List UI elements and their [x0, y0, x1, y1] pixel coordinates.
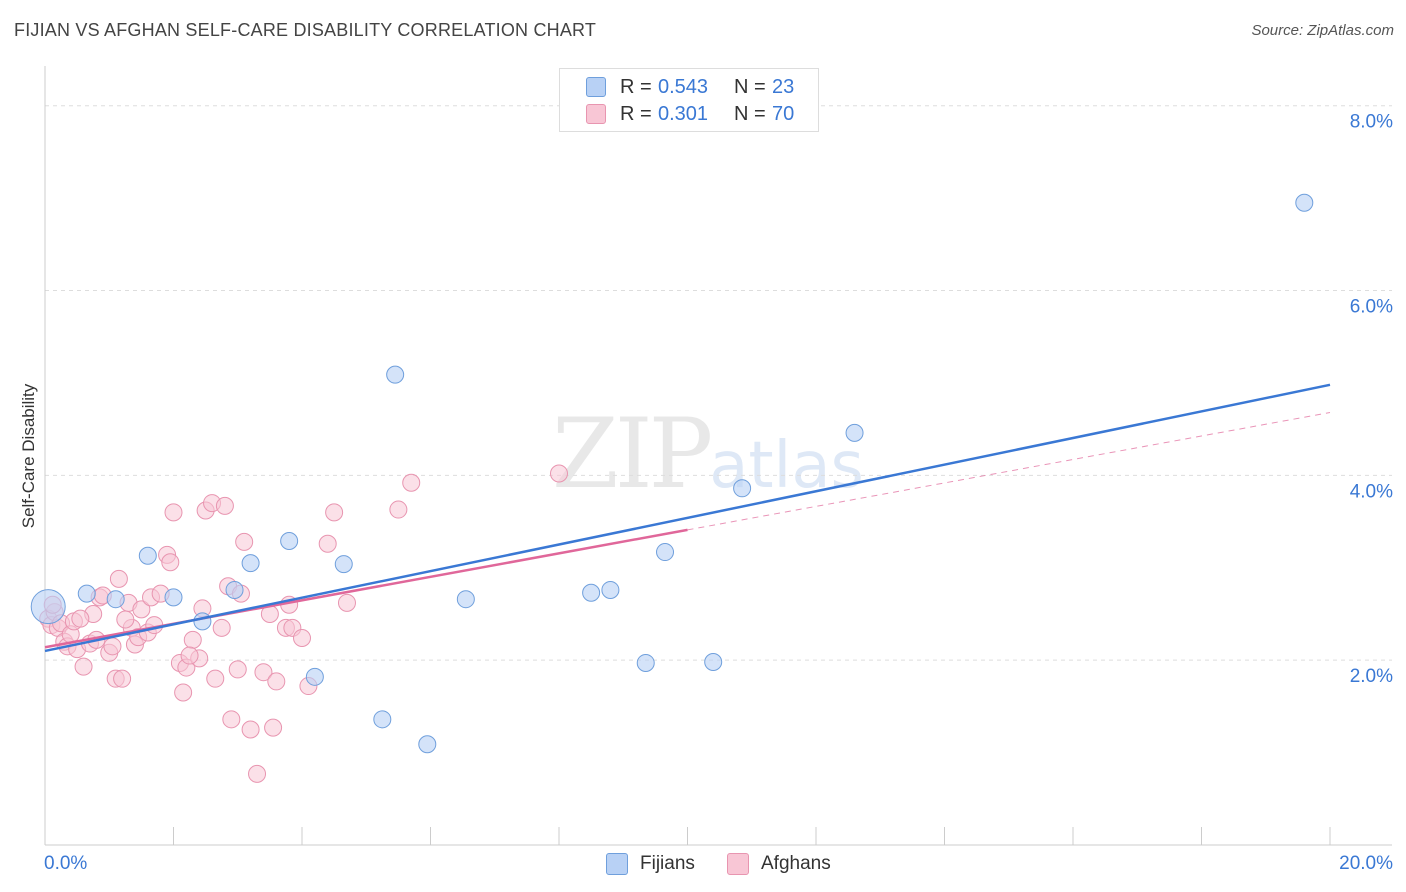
- watermark: ZIPatlas: [552, 398, 864, 510]
- afghans-trend-extension: [687, 412, 1331, 531]
- fijians-point: [418, 735, 437, 754]
- chart-title: FIJIAN VS AFGHAN SELF-CARE DISABILITY CO…: [14, 20, 597, 40]
- bottom-afghans-label: Afghans: [761, 853, 831, 874]
- trend-lines: [44, 383, 1331, 653]
- afghans-point: [293, 629, 311, 648]
- fijians-point: [845, 423, 864, 442]
- afghans-points: [39, 464, 568, 783]
- afghans-point: [212, 618, 231, 637]
- y-tick-label: 4.0%: [1350, 481, 1393, 502]
- y-tick-label: 8.0%: [1350, 112, 1393, 133]
- x-tick-label-min: 0.0%: [44, 853, 87, 874]
- afghans-point: [254, 663, 273, 682]
- afghans-point: [161, 553, 180, 572]
- afghans-point: [180, 646, 199, 665]
- fijians-r-value: 0.543: [658, 75, 709, 98]
- fijians-point: [193, 612, 212, 631]
- afghans-point: [248, 764, 267, 783]
- afghans-point: [222, 710, 241, 729]
- bottom-afghans-swatch: [727, 853, 749, 875]
- afghans-r-label: R =: [620, 102, 652, 125]
- afghans-swatch: [586, 104, 606, 124]
- y-tick-label: 2.0%: [1350, 666, 1393, 687]
- bottom-legend-afghans: Afghans: [727, 851, 831, 877]
- afghans-point: [215, 496, 234, 515]
- fijians-points: [30, 193, 1314, 754]
- fijians-trend-line: [44, 383, 1331, 653]
- afghans-r-value: 0.301: [658, 102, 709, 125]
- afghans-point: [116, 610, 135, 629]
- afghans-point: [109, 569, 128, 588]
- fijians-point: [1295, 193, 1314, 212]
- fijians-point: [164, 588, 183, 607]
- afghans-point: [389, 500, 408, 519]
- correlation-legend: R = 0.543 N = 23 R = 0.301 N = 70: [559, 68, 819, 132]
- fijians-point: [334, 555, 353, 574]
- fijians-point: [656, 543, 675, 562]
- fijians-point: [636, 653, 655, 672]
- fijians-point: [601, 580, 620, 599]
- fijians-r-label: R =: [620, 75, 652, 98]
- fijians-point: [106, 590, 125, 609]
- afghans-n-value: 70: [772, 102, 795, 125]
- fijians-n-label: N =: [734, 75, 766, 98]
- axis-labels: 2.0% 4.0% 6.0% 8.0% 0.0% 20.0% Self-Care Disab…: [19, 112, 1393, 874]
- afghans-point: [318, 534, 337, 553]
- bottom-fijians-label: Fijians: [640, 853, 695, 874]
- fijians-point: [138, 546, 157, 565]
- afghans-point: [402, 473, 421, 492]
- afghans-point: [113, 669, 132, 688]
- afghans-point: [132, 600, 151, 619]
- afghans-point: [325, 503, 344, 522]
- afghans-point: [174, 683, 193, 702]
- afghans-point: [235, 532, 254, 551]
- fijians-point: [305, 667, 324, 686]
- afghans-point: [74, 657, 93, 676]
- fijians-point: [582, 583, 601, 602]
- fijians-point: [704, 653, 723, 672]
- fijians-point: [241, 554, 260, 573]
- afghans-point: [337, 593, 356, 612]
- x-tick-label-max: 20.0%: [1339, 853, 1393, 874]
- afghans-point: [103, 637, 122, 656]
- afghans-point: [241, 720, 260, 739]
- afghans-point: [206, 669, 225, 688]
- y-axis-label: Self-Care Disability: [19, 383, 38, 528]
- fijians-point: [373, 710, 392, 729]
- afghans-point: [228, 660, 247, 679]
- fijians-swatch: [586, 77, 606, 97]
- bottom-legend-fijians: Fijians: [606, 851, 695, 877]
- source-attribution: Source: ZipAtlas.com: [1251, 22, 1394, 39]
- afghans-n-label: N =: [734, 102, 766, 125]
- grid-lines: [45, 105, 1392, 661]
- afghans-point: [264, 718, 283, 737]
- fijians-point-large: [30, 589, 66, 625]
- afghans-point: [550, 464, 568, 483]
- fijians-point: [225, 580, 244, 599]
- fijians-n-value: 23: [772, 75, 795, 98]
- legend-row-fijians: R = 0.543 N = 23: [586, 75, 848, 99]
- fijians-point: [77, 584, 96, 603]
- watermark-zip: ZIP: [552, 398, 713, 510]
- y-tick-label: 6.0%: [1350, 297, 1393, 318]
- afghans-point: [183, 630, 202, 649]
- bottom-fijians-swatch: [606, 853, 628, 875]
- axes: [44, 66, 1392, 846]
- fijians-point: [456, 590, 475, 609]
- fijians-point: [280, 531, 299, 550]
- afghans-point: [164, 503, 183, 522]
- fijians-point: [733, 479, 752, 498]
- fijians-point: [386, 365, 405, 384]
- legend-row-afghans: R = 0.301 N = 70: [586, 102, 848, 126]
- afghans-point: [71, 609, 90, 628]
- afghans-point: [267, 672, 286, 691]
